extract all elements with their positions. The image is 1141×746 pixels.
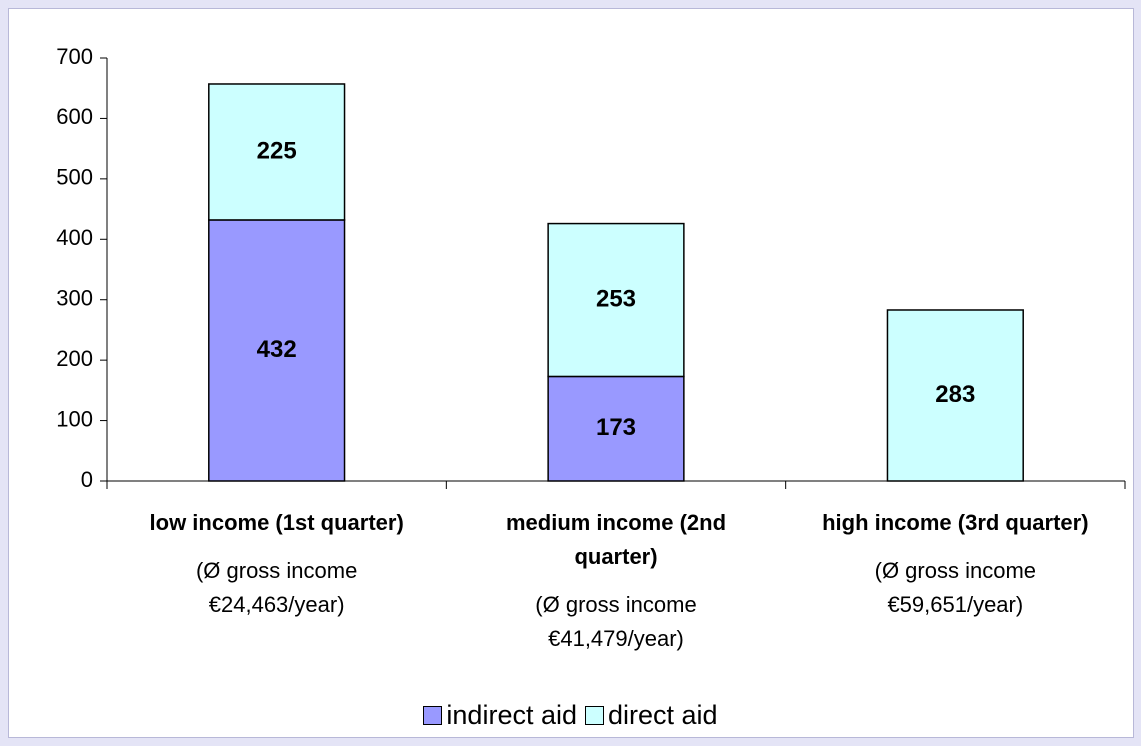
data-label: 283: [935, 381, 975, 408]
category-detail: (Ø gross income €41,479/year): [535, 592, 697, 651]
data-label: 173: [596, 414, 636, 441]
data-label: 432: [257, 336, 297, 363]
data-label: 253: [596, 285, 636, 312]
legend: indirect aid direct aid: [0, 700, 1141, 731]
category-name: high income (3rd quarter): [822, 510, 1089, 535]
bar-segment: [547, 222, 685, 378]
category-label: high income (3rd quarter) (Ø gross income…: [815, 506, 1095, 622]
y-tick-label: 300: [56, 286, 93, 311]
bar-segment: [547, 375, 685, 482]
legend-item: direct aid: [585, 700, 718, 731]
y-tick-label: 400: [56, 225, 93, 250]
y-tick-label: 700: [56, 44, 93, 69]
category-name: low income (1st quarter): [149, 510, 404, 535]
legend-swatch: [585, 706, 604, 725]
legend-label: direct aid: [608, 700, 718, 730]
category-label: medium income (2nd quarter) (Ø gross inco…: [476, 506, 756, 656]
legend-item: indirect aid: [423, 700, 577, 731]
category-name: medium income (2nd quarter): [505, 510, 727, 569]
category-detail: (Ø gross income €24,463/year): [195, 558, 358, 617]
legend-label: indirect aid: [446, 700, 577, 730]
category-label: low income (1st quarter) (Ø gross income …: [137, 506, 417, 622]
data-label: 225: [257, 137, 297, 164]
legend-swatch: [423, 706, 443, 725]
y-tick-label: 0: [81, 467, 93, 492]
y-tick-label: 500: [56, 165, 93, 190]
y-tick-label: 200: [56, 346, 93, 371]
bar-segment: [208, 83, 346, 221]
bar-segment: [886, 309, 1024, 482]
category-detail: (Ø gross income €59,651/year): [874, 558, 1037, 617]
y-tick-label: 100: [56, 406, 93, 431]
y-tick-label: 600: [56, 104, 93, 129]
